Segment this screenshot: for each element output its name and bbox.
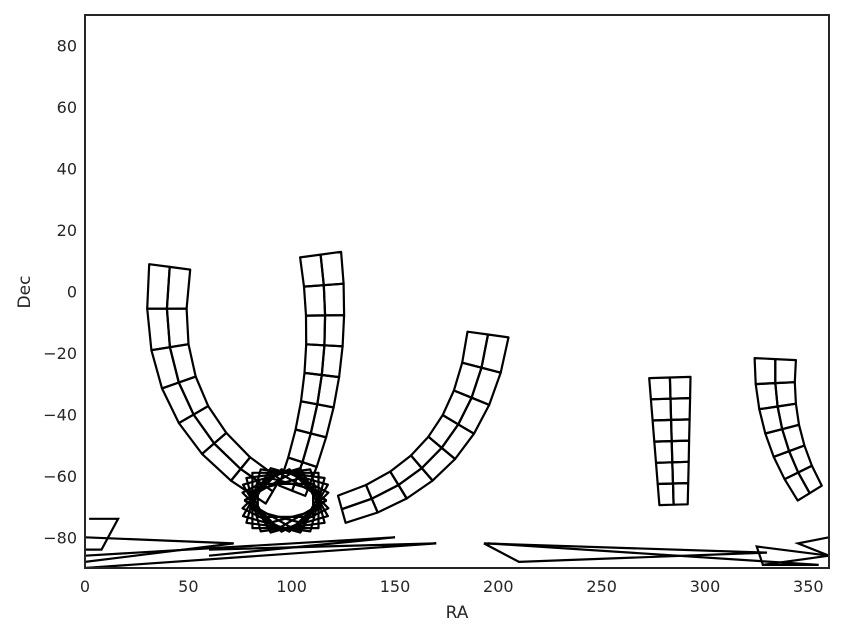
fan-d-tile bbox=[670, 439, 691, 464]
cluster-tile bbox=[249, 476, 322, 525]
y-tick-label: 40 bbox=[57, 160, 77, 179]
y-tick-label: −40 bbox=[43, 405, 77, 424]
x-tick-label: 0 bbox=[80, 577, 90, 596]
fan-d-tile bbox=[656, 482, 675, 507]
fan-c-tile bbox=[441, 389, 473, 426]
fan-d-tile bbox=[651, 418, 673, 443]
streak-line bbox=[85, 536, 234, 563]
streak-line bbox=[85, 536, 396, 557]
data-layer bbox=[85, 250, 829, 568]
x-tick-label: 50 bbox=[178, 577, 198, 596]
x-tick-label: 100 bbox=[276, 577, 307, 596]
y-tick-label: −60 bbox=[43, 467, 77, 486]
streak-line bbox=[85, 517, 120, 551]
fan-d-tile bbox=[653, 440, 674, 464]
fan-b-tile bbox=[322, 282, 346, 317]
fan-a-tile bbox=[150, 346, 180, 390]
x-tick-label: 300 bbox=[690, 577, 721, 596]
cluster-tile bbox=[245, 468, 326, 533]
x-tick-label: 250 bbox=[586, 577, 617, 596]
x-axis-label: RA bbox=[446, 603, 469, 623]
fan-e-tile bbox=[783, 471, 811, 502]
fan-b-tile bbox=[304, 314, 327, 347]
y-tick-label: −20 bbox=[43, 344, 77, 363]
y-axis-label: Dec bbox=[15, 276, 35, 309]
y-tick-labels: −80 −60 −40 −20 0 20 40 60 80 bbox=[43, 37, 77, 548]
fan-b-tile bbox=[294, 400, 319, 435]
y-tick-label: 80 bbox=[57, 37, 77, 56]
x-tick-label: 200 bbox=[483, 577, 514, 596]
fan-d-tile bbox=[648, 376, 672, 401]
fan-c-tile bbox=[461, 330, 490, 369]
fan-b-tile bbox=[302, 284, 327, 317]
cluster-tile bbox=[243, 471, 327, 530]
fan-b-tile bbox=[287, 428, 312, 464]
fan-e-tile bbox=[774, 381, 797, 408]
fan-b-tile bbox=[299, 253, 325, 288]
fan-d-tile bbox=[668, 375, 692, 400]
fan-d-tile bbox=[654, 461, 675, 486]
x-tick-labels: 0 50 100 150 200 250 300 350 bbox=[80, 577, 824, 596]
y-tick-label: 60 bbox=[57, 98, 77, 117]
fan-e-tile bbox=[753, 357, 777, 386]
fan-d-tile bbox=[671, 482, 690, 506]
streak-line bbox=[483, 542, 768, 564]
cluster-tile bbox=[249, 476, 322, 525]
fan-c-tile bbox=[427, 414, 460, 449]
streak-line bbox=[762, 536, 829, 566]
fan-d-tile bbox=[670, 418, 691, 443]
fan-c-tile bbox=[336, 483, 373, 511]
fan-a-tile bbox=[165, 265, 192, 310]
fan-d-tile bbox=[649, 397, 673, 422]
fan-c-tile bbox=[480, 333, 510, 374]
plot-frame bbox=[84, 14, 830, 569]
y-tick-label: 0 bbox=[67, 283, 77, 302]
y-tick-label: −80 bbox=[43, 528, 77, 547]
fan-c-tile bbox=[409, 435, 443, 470]
fan-b-tile bbox=[323, 314, 346, 348]
fan-d-tile bbox=[671, 460, 690, 485]
y-tick-label: 20 bbox=[57, 221, 77, 240]
fan-b-tile bbox=[303, 343, 326, 377]
fan-e-tile bbox=[754, 382, 779, 411]
fan-a-tile bbox=[146, 263, 171, 310]
x-tick-label: 350 bbox=[793, 577, 824, 596]
x-tick-label: 150 bbox=[380, 577, 411, 596]
fan-e-tile bbox=[774, 358, 797, 385]
fan-a-tile bbox=[146, 307, 171, 352]
fan-b-tile bbox=[299, 371, 323, 406]
fan-d-tile bbox=[669, 397, 692, 421]
